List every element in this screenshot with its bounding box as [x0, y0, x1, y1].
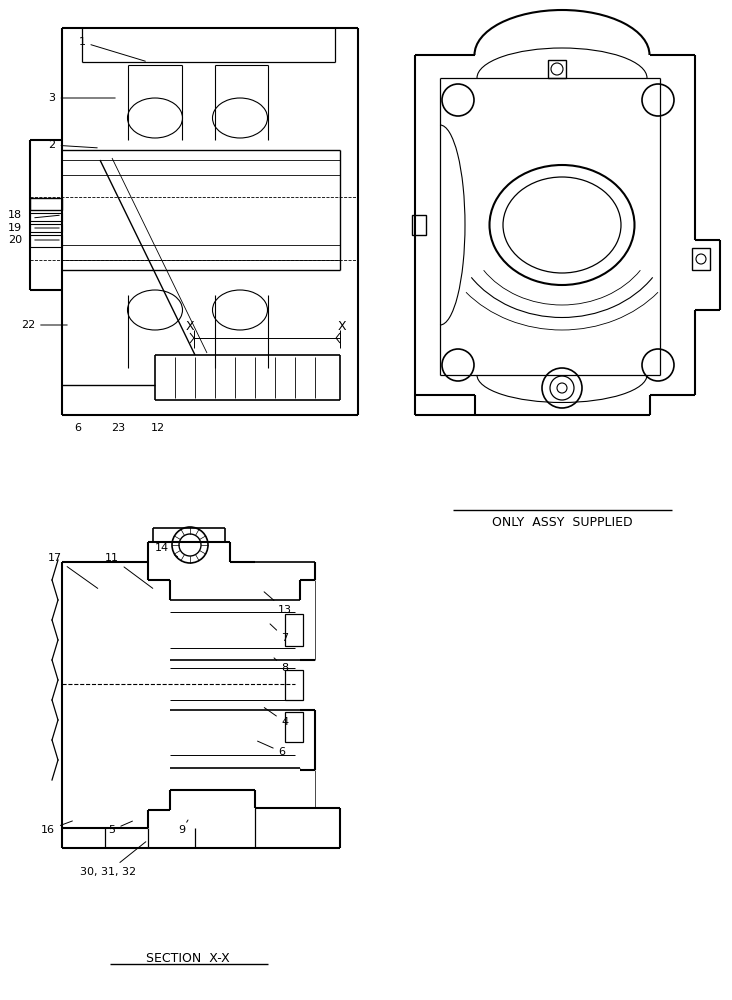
Text: ONLY  ASSY  SUPPLIED: ONLY ASSY SUPPLIED	[492, 516, 632, 528]
Bar	[285, 614, 303, 646]
Text: 2: 2	[48, 140, 97, 150]
Text: 20: 20	[8, 235, 22, 245]
Text: SECTION  X-X: SECTION X-X	[146, 952, 230, 964]
Text: 5: 5	[108, 821, 132, 835]
Text: 3: 3	[48, 93, 115, 103]
Text: 4: 4	[264, 708, 288, 727]
Text: 11: 11	[105, 553, 153, 588]
Text: X: X	[337, 320, 346, 332]
Bar	[412, 215, 426, 235]
Bar	[30, 224, 62, 232]
Text: X: X	[186, 320, 194, 332]
Bar	[285, 712, 303, 742]
Bar	[30, 235, 62, 247]
Text: 23: 23	[111, 423, 125, 433]
Text: 17: 17	[48, 553, 98, 588]
Text: 9: 9	[179, 820, 188, 835]
Text: 30, 31, 32: 30, 31, 32	[80, 842, 146, 877]
Text: 19: 19	[8, 223, 22, 233]
Text: 6: 6	[258, 741, 285, 757]
Text: 1: 1	[78, 37, 146, 61]
Bar	[692, 248, 710, 270]
Bar	[30, 213, 62, 221]
Text: 16: 16	[41, 821, 72, 835]
Text: 18: 18	[8, 210, 22, 220]
Text: 14: 14	[155, 543, 178, 557]
Text: 6: 6	[75, 423, 81, 433]
Text: 7: 7	[270, 624, 288, 643]
Bar	[548, 60, 566, 78]
Text: 8: 8	[274, 658, 288, 673]
Bar	[30, 198, 62, 210]
Text: 22: 22	[21, 320, 67, 330]
Text: 13: 13	[264, 592, 292, 615]
Bar	[285, 670, 303, 700]
Text: 12: 12	[151, 423, 165, 433]
